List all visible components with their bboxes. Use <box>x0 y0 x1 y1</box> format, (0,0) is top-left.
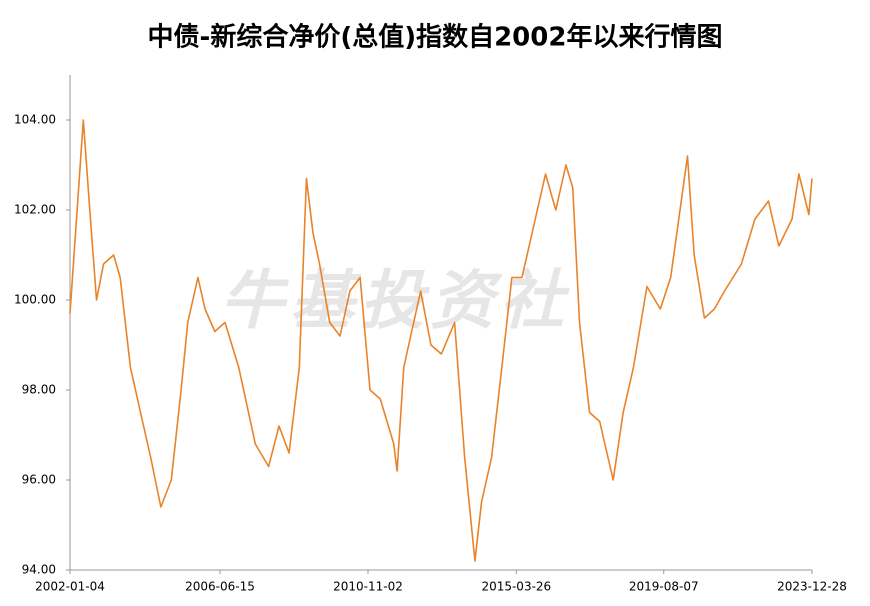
y-tick-label: 94.00 <box>22 563 56 577</box>
x-tick-label: 2010-11-02 <box>333 580 403 594</box>
y-tick-label: 98.00 <box>22 383 56 397</box>
x-tick-label: 2019-08-07 <box>629 580 699 594</box>
y-tick-label: 104.00 <box>14 113 56 127</box>
chart-title: 中债-新综合净价(总值)指数自2002年以来行情图 <box>148 22 723 53</box>
x-tick-label: 2015-03-26 <box>481 580 551 594</box>
watermark: 牛基投资社 <box>220 265 570 339</box>
data-line <box>69 119 813 562</box>
x-tick-label: 2002-01-04 <box>35 580 105 594</box>
y-tick-label: 100.00 <box>14 293 56 307</box>
y-tick-label: 96.00 <box>22 473 56 487</box>
x-tick-label: 2023-12-28 <box>777 580 847 594</box>
x-tick-label: 2006-06-15 <box>185 580 255 594</box>
y-tick-label: 102.00 <box>14 203 56 217</box>
